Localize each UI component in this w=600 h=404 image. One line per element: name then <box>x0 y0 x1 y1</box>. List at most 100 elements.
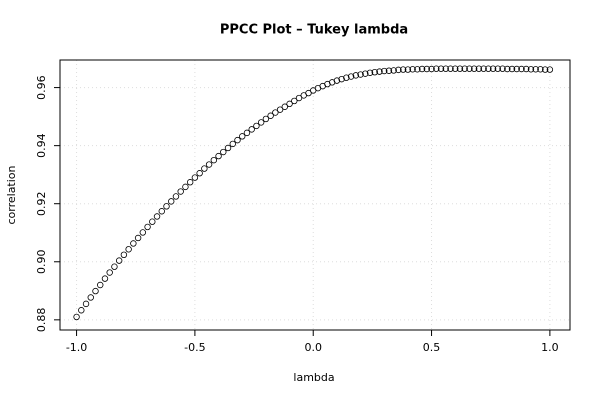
point <box>134 234 142 242</box>
point <box>78 307 85 314</box>
point <box>253 122 260 130</box>
point <box>541 66 549 73</box>
point <box>423 65 431 73</box>
point <box>395 66 402 74</box>
point <box>149 218 156 225</box>
y-tick-label: 0.90 <box>35 250 48 275</box>
point <box>182 183 189 191</box>
point <box>466 65 473 72</box>
point <box>381 67 388 75</box>
point <box>130 240 137 247</box>
point <box>158 208 165 215</box>
point <box>144 223 151 231</box>
y-tick-label: 0.94 <box>35 133 48 158</box>
point <box>196 170 203 177</box>
x-tick-label: 1.0 <box>541 341 559 354</box>
y-tick-label: 0.88 <box>35 308 48 333</box>
point <box>428 65 435 73</box>
point <box>546 66 554 73</box>
point <box>243 129 251 137</box>
chart-title: PPCC Plot – Tukey lambda <box>220 23 408 38</box>
y-axis-label: correlation <box>5 165 18 224</box>
point <box>409 66 416 73</box>
point <box>305 89 312 97</box>
point <box>513 65 520 73</box>
point <box>399 66 407 73</box>
point <box>101 275 109 282</box>
point <box>262 115 270 123</box>
point <box>115 257 123 264</box>
point <box>191 174 199 181</box>
point <box>366 69 374 76</box>
x-tick-label: -0.5 <box>184 341 205 354</box>
point <box>92 287 99 295</box>
point <box>186 179 194 186</box>
point <box>418 65 426 73</box>
point <box>527 66 535 73</box>
point <box>111 263 118 270</box>
point <box>333 77 341 84</box>
point <box>106 269 113 276</box>
point <box>447 65 454 72</box>
x-tick-label: 0.0 <box>304 341 322 354</box>
point <box>295 94 303 102</box>
point <box>532 66 539 73</box>
point <box>224 144 232 152</box>
point <box>272 109 279 116</box>
point <box>456 65 464 72</box>
point <box>286 100 293 108</box>
point <box>172 193 180 200</box>
point <box>499 65 506 72</box>
point <box>442 65 449 72</box>
point <box>125 246 132 253</box>
y-tick-label: 0.92 <box>35 191 48 216</box>
point <box>97 281 104 289</box>
point <box>205 161 213 168</box>
point <box>168 198 175 205</box>
point <box>371 68 378 76</box>
point <box>437 65 445 72</box>
point <box>343 74 350 81</box>
point <box>433 65 440 72</box>
point <box>177 188 184 195</box>
point <box>215 152 222 160</box>
point <box>163 203 170 210</box>
x-axis-label: lambda <box>293 371 334 384</box>
point <box>139 229 147 236</box>
point <box>73 313 80 321</box>
point <box>376 68 383 75</box>
point <box>362 70 369 77</box>
point <box>347 73 355 80</box>
point <box>352 72 360 79</box>
x-tick-label: 0.5 <box>423 341 441 354</box>
point <box>357 71 364 78</box>
point <box>504 65 511 73</box>
point <box>153 213 161 220</box>
point <box>281 103 289 110</box>
y-tick-label: 0.96 <box>35 75 48 100</box>
point <box>480 65 487 72</box>
point <box>239 133 246 140</box>
point <box>267 112 274 119</box>
point <box>234 136 241 144</box>
point <box>485 65 492 72</box>
point <box>518 65 525 73</box>
point <box>276 106 284 113</box>
point <box>257 119 265 126</box>
point <box>229 140 236 148</box>
point <box>390 67 397 74</box>
point <box>82 300 90 308</box>
point <box>404 66 412 73</box>
x-tick-label: -1.0 <box>66 341 87 354</box>
point <box>452 65 459 72</box>
point <box>494 65 502 72</box>
point <box>461 65 468 72</box>
point <box>201 165 208 172</box>
plot-frame <box>59 59 571 331</box>
point <box>120 251 128 259</box>
point <box>220 148 227 156</box>
point <box>87 294 94 301</box>
point <box>508 65 516 73</box>
point <box>210 156 218 164</box>
